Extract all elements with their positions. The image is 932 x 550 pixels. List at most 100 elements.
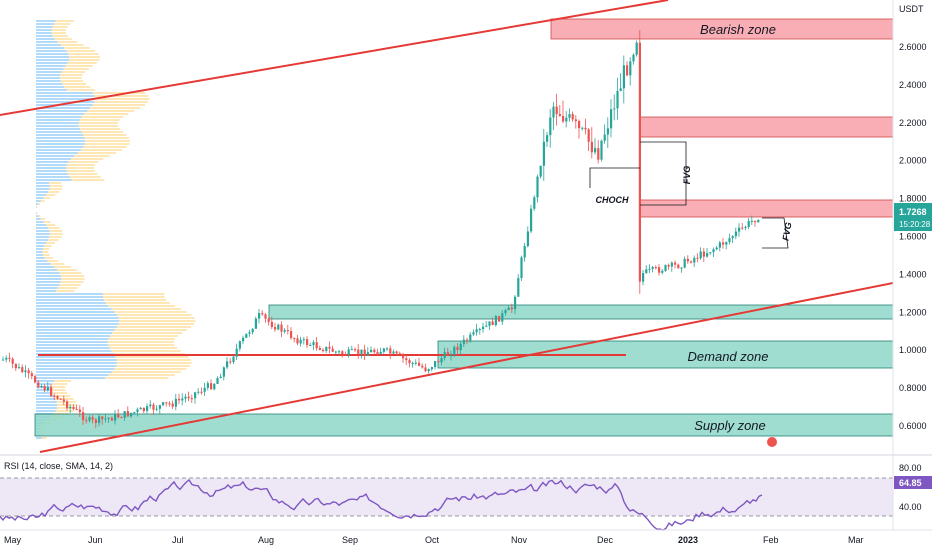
volume-profile-bar-sell <box>40 218 46 220</box>
volume-profile-bar-sell <box>79 128 121 130</box>
candle-body <box>728 238 731 243</box>
volume-profile-bar-sell <box>44 257 53 259</box>
volume-profile-bar-sell <box>60 74 83 76</box>
volume-profile-bar-buy <box>36 254 44 256</box>
time-tick-label: Jul <box>172 535 184 545</box>
candle-body <box>328 346 331 349</box>
volume-profile-bar-buy <box>36 437 42 439</box>
candle-body <box>18 367 21 369</box>
zone-label-demand: Demand zone <box>688 349 769 364</box>
candle-body <box>427 369 430 372</box>
volume-profile-bar-buy <box>36 236 50 238</box>
volume-profile-bar-sell <box>49 233 63 235</box>
candle-body <box>21 367 24 373</box>
volume-profile-bar-buy <box>36 356 116 358</box>
price-tick-label: 1.8000 <box>899 194 927 204</box>
volume-profile-bar-sell <box>118 323 195 325</box>
volume-profile-bar-buy <box>36 392 53 394</box>
candle-body <box>507 307 510 311</box>
candle-body <box>213 383 216 390</box>
time-axis[interactable]: May Jun Jul Aug Sep Oct Nov Dec 2023 Feb Mar <box>4 535 864 545</box>
candle-body <box>203 387 206 392</box>
candle-body <box>408 360 411 364</box>
candle-body <box>382 348 385 352</box>
volume-profile-bar-sell <box>43 254 50 256</box>
candle-body <box>702 251 705 257</box>
volume-profile-bar-sell <box>80 149 123 151</box>
candle-body <box>146 406 149 412</box>
volume-profile-bar-buy <box>36 359 117 361</box>
candle-body <box>434 361 437 368</box>
volume-profile-bar-sell <box>60 44 84 46</box>
candle-body <box>709 252 712 254</box>
volume-profile-bar-buy <box>36 173 68 175</box>
candle-body <box>626 65 629 76</box>
countdown-value: 15:20:28 <box>899 220 931 229</box>
price-axis[interactable]: 2.6000 2.4000 2.2000 2.0000 1.8000 1.6000 1.40… <box>899 42 927 431</box>
candle-body <box>162 402 165 406</box>
candle-body <box>523 246 526 258</box>
volume-profile-bar-buy <box>36 407 58 409</box>
volume-profile-bar-sell <box>59 272 82 274</box>
candle-body <box>661 270 664 273</box>
candle-body <box>85 420 88 422</box>
trendlines-layer <box>0 0 894 453</box>
candle-body <box>552 106 555 118</box>
volume-profile-bar-buy <box>36 362 118 364</box>
volume-profile-bar-sell <box>51 389 66 391</box>
volume-profile-bar-buy <box>36 23 55 25</box>
candle-body <box>536 176 539 198</box>
candle-body <box>530 208 533 232</box>
event-flag-icon[interactable] <box>767 437 777 447</box>
volume-profile-bar-sell <box>49 188 62 190</box>
candle-body <box>72 406 75 409</box>
fvg-label-1: FVG <box>682 166 692 185</box>
rsi-tick-80: 80.00 <box>899 463 922 473</box>
candle-body <box>200 391 203 393</box>
volume-profile-bar-buy <box>36 299 104 301</box>
candle-body <box>56 395 59 399</box>
volume-profile-bar-sell <box>36 212 38 214</box>
candle-body <box>62 399 65 402</box>
candle-body <box>82 412 85 421</box>
volume-profile-bar-buy <box>36 35 53 37</box>
volume-profile-bar-sell <box>52 35 68 37</box>
volume-profile-bar-sell <box>109 347 177 349</box>
volume-profile-bar-sell <box>74 155 110 157</box>
volume-profile-bar-buy <box>36 233 50 235</box>
volume-profile-bar-sell <box>54 266 71 268</box>
candle-body <box>392 351 395 354</box>
candle-body <box>344 354 347 356</box>
volume-profile-bar-buy <box>36 395 54 397</box>
last-price-badge <box>894 203 932 231</box>
volume-profile-bar-sell <box>84 113 129 115</box>
volume-profile-bar-sell <box>50 263 65 265</box>
candle-body <box>494 316 497 326</box>
candle-body <box>469 334 472 341</box>
time-tick-label: Feb <box>763 535 779 545</box>
volume-profile-bar-sell <box>84 143 130 145</box>
time-tick-label: Mar <box>848 535 864 545</box>
volume-profile-bar-buy <box>36 290 57 292</box>
volume-profile-bar-sell <box>55 20 74 22</box>
candle-body <box>606 128 609 135</box>
candle-body <box>210 383 213 390</box>
price-tick-label: 2.6000 <box>899 42 927 52</box>
volume-profile-bar-sell <box>77 152 117 154</box>
volume-profile-bar-buy <box>36 371 112 373</box>
volume-profile-bar-buy <box>36 320 120 322</box>
candle-body <box>296 338 299 344</box>
volume-profile-bar-buy <box>36 269 58 271</box>
price-panel <box>0 0 893 455</box>
candle-body <box>2 359 5 361</box>
volume-profile-bar-sell <box>84 137 130 139</box>
candle-body <box>168 403 171 405</box>
candle-body <box>258 313 261 319</box>
candle-body <box>158 405 161 409</box>
candle-body <box>181 398 184 401</box>
volume-profile-bar-sell <box>66 170 95 172</box>
volume-profile-bar-sell <box>68 53 99 55</box>
candle-body <box>165 402 168 404</box>
volume-profile-bar-sell <box>54 23 71 25</box>
candle-body <box>526 231 529 247</box>
